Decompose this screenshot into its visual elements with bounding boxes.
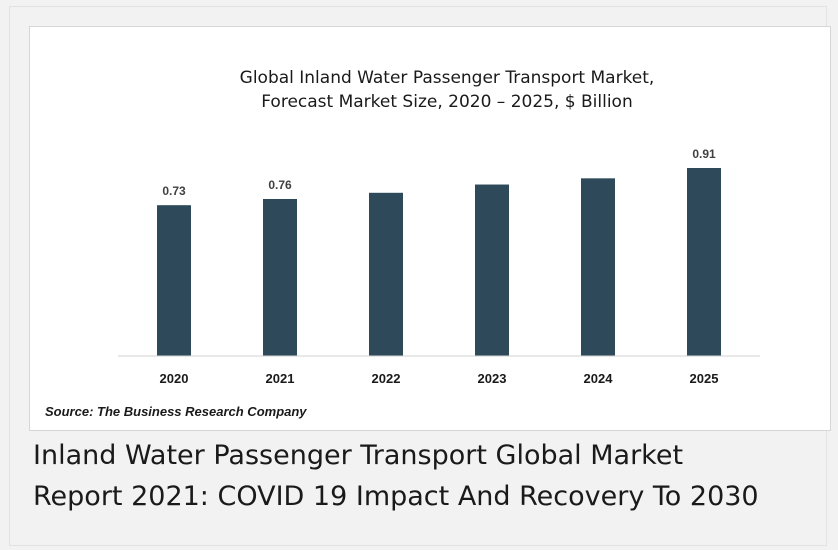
x-tick-2025: 2025 [690, 371, 719, 386]
chart-title-line-1: Global Inland Water Passenger Transport … [240, 68, 655, 88]
bar-chart: Global Inland Water Passenger Transport … [118, 68, 760, 386]
report-title-line-2: Report 2021: COVID 19 Impact And Recover… [33, 481, 759, 512]
report-title-line-1: Inland Water Passenger Transport Global … [33, 440, 684, 471]
x-tick-2022: 2022 [372, 371, 401, 386]
bar-2021 [263, 198, 297, 356]
bar-2022 [369, 192, 403, 356]
chart-frame: Global Inland Water Passenger Transport … [29, 26, 831, 431]
bars-group: 0.73 0.76 0.91 [157, 147, 721, 356]
bar-2020 [157, 205, 191, 356]
data-label-2025: 0.91 [692, 147, 716, 161]
data-label-2021: 0.76 [268, 178, 292, 192]
x-tick-2024: 2024 [584, 371, 614, 386]
bar-2025 [687, 168, 721, 356]
report-title[interactable]: Inland Water Passenger Transport Global … [33, 435, 833, 517]
x-tick-2020: 2020 [160, 371, 189, 386]
x-tick-2023: 2023 [478, 371, 507, 386]
bar-2023 [475, 184, 509, 356]
chart-title-line-2: Forecast Market Size, 2020 – 2025, $ Bil… [261, 92, 632, 112]
source-note: Source: The Business Research Company [45, 404, 307, 419]
bar-2024 [581, 178, 615, 356]
x-tick-2021: 2021 [266, 371, 295, 386]
x-axis-ticks: 2020 2021 2022 2023 2024 2025 [160, 371, 719, 386]
data-label-2020: 0.73 [162, 184, 186, 198]
report-card[interactable]: Global Inland Water Passenger Transport … [9, 6, 831, 546]
